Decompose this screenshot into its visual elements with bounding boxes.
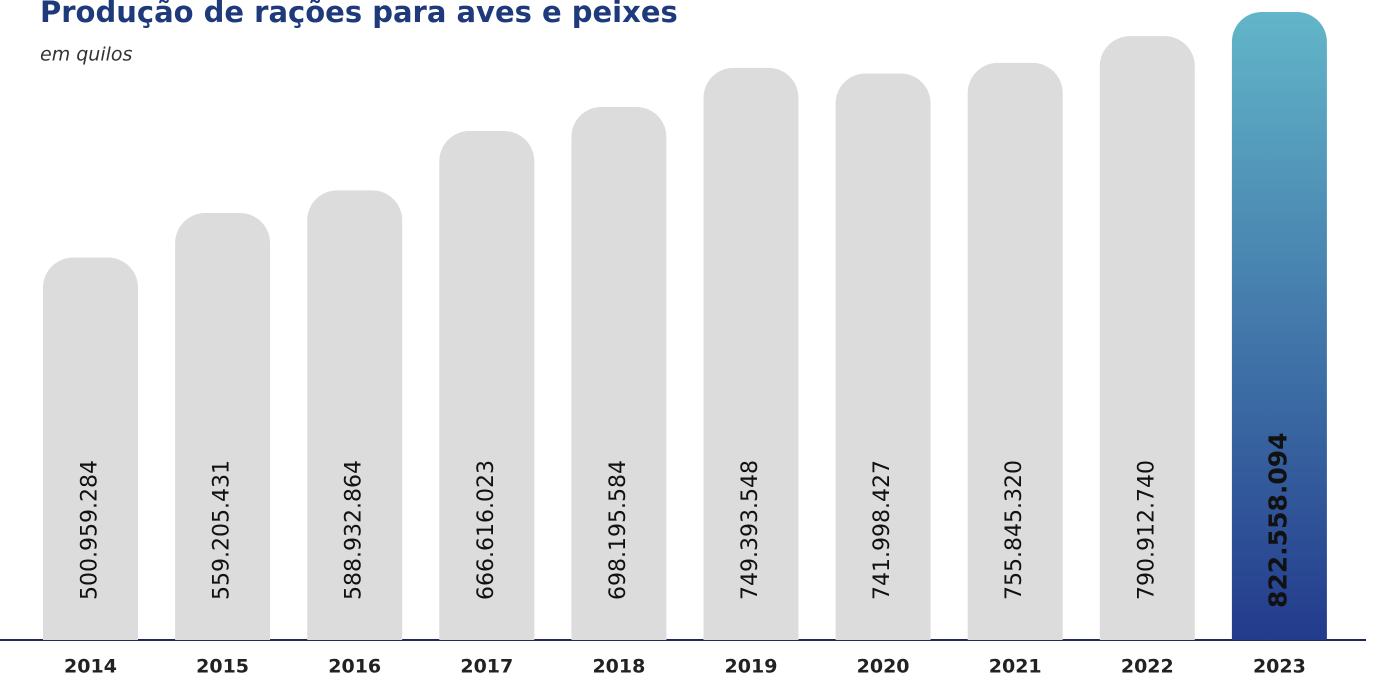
x-tick-label: 2018 bbox=[592, 656, 645, 678]
chart-title: Produção de rações para aves e peixes bbox=[40, 0, 678, 29]
value-label: 559.205.431 bbox=[210, 460, 235, 600]
x-tick-label: 2016 bbox=[328, 656, 381, 678]
x-tick-label: 2015 bbox=[196, 656, 249, 678]
bar bbox=[571, 106, 667, 641]
x-tick-label: 2017 bbox=[460, 656, 513, 678]
value-label: 822.558.094 bbox=[1263, 432, 1292, 608]
x-tick-label: 2021 bbox=[989, 656, 1042, 678]
bar bbox=[967, 62, 1063, 640]
x-tick-label: 2023 bbox=[1253, 656, 1306, 678]
bar bbox=[307, 190, 403, 640]
bar bbox=[175, 213, 271, 640]
chart-subtitle: em quilos bbox=[40, 44, 133, 66]
bar bbox=[1099, 36, 1195, 640]
value-label: 741.998.427 bbox=[870, 460, 895, 600]
value-label: 666.616.023 bbox=[474, 460, 499, 600]
bar bbox=[703, 67, 799, 641]
bar bbox=[43, 257, 138, 640]
value-label: 755.845.320 bbox=[1002, 460, 1027, 600]
bar bbox=[1231, 12, 1327, 640]
x-tick-label: 2022 bbox=[1121, 656, 1174, 678]
bar bbox=[835, 73, 931, 640]
value-label: 588.932.864 bbox=[342, 460, 367, 600]
bar bbox=[439, 131, 535, 641]
value-label: 698.195.584 bbox=[606, 460, 631, 600]
x-tick-label: 2020 bbox=[857, 656, 910, 678]
x-tick-label: 2014 bbox=[64, 656, 117, 678]
value-label: 500.959.284 bbox=[78, 460, 103, 600]
x-tick-label: 2019 bbox=[725, 656, 778, 678]
value-label: 749.393.548 bbox=[738, 460, 763, 600]
value-label: 790.912.740 bbox=[1134, 460, 1159, 600]
